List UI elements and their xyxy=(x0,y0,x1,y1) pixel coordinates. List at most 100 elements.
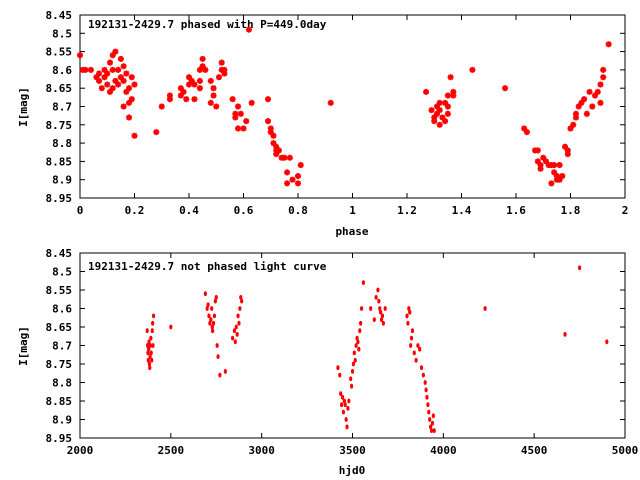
phased-y-tick-label: 8.9 xyxy=(52,174,72,187)
phased-data-point xyxy=(235,103,242,110)
phased-x-tick-label: 1.2 xyxy=(397,204,417,217)
unphased-data-point xyxy=(237,320,241,326)
phased-data-point xyxy=(243,118,250,125)
unphased-x-axis-label: hjd0 xyxy=(339,464,366,477)
phased-data-point xyxy=(109,66,116,73)
unphased-data-point xyxy=(150,328,154,334)
unphased-data-point xyxy=(214,295,218,300)
unphased-data-point xyxy=(379,317,384,322)
unphased-data-point xyxy=(149,335,153,341)
unphased-data-point xyxy=(426,402,430,408)
phased-data-point xyxy=(126,85,133,92)
phased-y-tick-label: 8.8 xyxy=(52,137,72,150)
unphased-data-point xyxy=(349,383,354,389)
phased-data-point xyxy=(428,107,435,114)
unphased-chart-title: 192131-2429.7 not phased light curve xyxy=(88,260,327,273)
unphased-data-point xyxy=(344,417,348,422)
phased-data-point xyxy=(120,63,127,70)
unphased-data-point xyxy=(378,306,382,311)
unphased-data-point xyxy=(425,394,429,400)
unphased-data-point xyxy=(416,343,420,348)
phased-data-point xyxy=(600,74,607,81)
phased-data-point xyxy=(597,99,604,106)
phased-x-tick-label: 1 xyxy=(349,204,356,217)
unphased-data-point xyxy=(347,398,351,404)
unphased-data-point xyxy=(421,372,425,378)
phased-data-point xyxy=(166,96,173,103)
phased-y-tick-label: 8.55 xyxy=(46,46,73,59)
unphased-data-point xyxy=(352,350,356,356)
phased-data-point xyxy=(202,66,209,73)
phased-y-ticks: 8.45 8.5 8.55 8.6 8.65 8.7 8.75 8.8 8.85 8.9 8.95 xyxy=(46,9,625,205)
phased-data-point xyxy=(248,99,255,106)
unphased-data-point xyxy=(407,306,411,311)
phased-data-point xyxy=(586,88,593,95)
phased-data-point xyxy=(327,99,334,106)
unphased-data-point xyxy=(412,350,416,356)
unphased-data-point xyxy=(379,309,383,315)
unphased-data-point xyxy=(359,306,364,311)
phased-data-point xyxy=(82,66,89,73)
unphased-x-tick-label: 3500 xyxy=(339,444,366,457)
unphased-plot-frame xyxy=(79,252,626,439)
unphased-data-point xyxy=(338,372,342,378)
unphased-data-point xyxy=(374,295,378,300)
unphased-data-point xyxy=(423,380,427,385)
unphased-data-point xyxy=(408,309,412,315)
unphased-data-point xyxy=(410,328,415,334)
phased-data-point xyxy=(444,110,451,117)
phased-y-tick-label: 8.85 xyxy=(46,155,73,168)
unphased-data-point xyxy=(346,406,350,411)
phased-data-point xyxy=(106,59,113,66)
unphased-data-point xyxy=(428,417,432,422)
phased-data-point xyxy=(245,26,252,33)
unphased-data-point xyxy=(206,302,210,308)
phased-data-point xyxy=(275,147,282,154)
phased-data-point xyxy=(450,92,457,99)
phased-data-point xyxy=(104,81,111,88)
unphased-y-tick-label: 8.7 xyxy=(52,340,72,353)
unphased-data-point xyxy=(218,372,222,378)
phased-data-point xyxy=(240,125,247,132)
phased-data-point xyxy=(502,85,509,92)
unphased-data-point xyxy=(351,361,356,367)
phased-y-tick-label: 8.7 xyxy=(52,101,72,114)
unphased-data-point xyxy=(427,409,431,415)
phased-data-point xyxy=(218,59,225,66)
unphased-data-point xyxy=(432,428,436,433)
unphased-data-point xyxy=(356,339,360,345)
phased-y-tick-label: 8.5 xyxy=(52,27,72,40)
phased-data-point xyxy=(98,85,105,92)
phased-data-point xyxy=(229,96,236,103)
unphased-data-point xyxy=(414,357,418,363)
phased-data-point xyxy=(436,121,443,128)
unphased-chart: 192131-2429.7 not phased light curve hjd… xyxy=(17,247,638,477)
unphased-data-point xyxy=(207,313,211,319)
phased-x-tick-label: 0.2 xyxy=(125,204,145,217)
unphased-data-point xyxy=(223,369,227,374)
phased-x-tick-label: 0.4 xyxy=(179,204,199,217)
unphased-data-point xyxy=(577,265,582,271)
unphased-y-ticks: 8.45 8.5 8.55 8.6 8.65 8.7 8.75 8.8 8.85 8.9 8.95 xyxy=(46,247,625,445)
phased-data-point xyxy=(431,118,438,125)
phased-data-point xyxy=(210,85,217,92)
unphased-data-point xyxy=(148,343,153,348)
unphased-data-point xyxy=(239,295,243,300)
unphased-data-point xyxy=(424,387,428,393)
phased-data-point xyxy=(128,74,135,81)
unphased-x-ticks: 2000 2500 3000 3500 4000 4500 5000 xyxy=(67,253,638,457)
phased-data-point xyxy=(281,154,288,161)
unphased-data-point xyxy=(376,287,380,293)
unphased-data-point xyxy=(145,328,149,334)
phased-data-point xyxy=(469,66,476,73)
unphased-data-point xyxy=(210,306,214,311)
phased-data-point xyxy=(581,96,588,103)
phased-data-point xyxy=(120,103,127,110)
unphased-y-tick-label: 8.8 xyxy=(52,377,72,390)
phased-x-ticks: 0 0.2 0.4 0.6 0.8 1 1.2 1.4 1.6 1.8 2 xyxy=(77,15,628,217)
unphased-data-point xyxy=(430,420,435,426)
phased-data-point xyxy=(442,118,449,125)
unphased-data-point xyxy=(234,324,238,330)
phased-data-point xyxy=(594,88,601,95)
